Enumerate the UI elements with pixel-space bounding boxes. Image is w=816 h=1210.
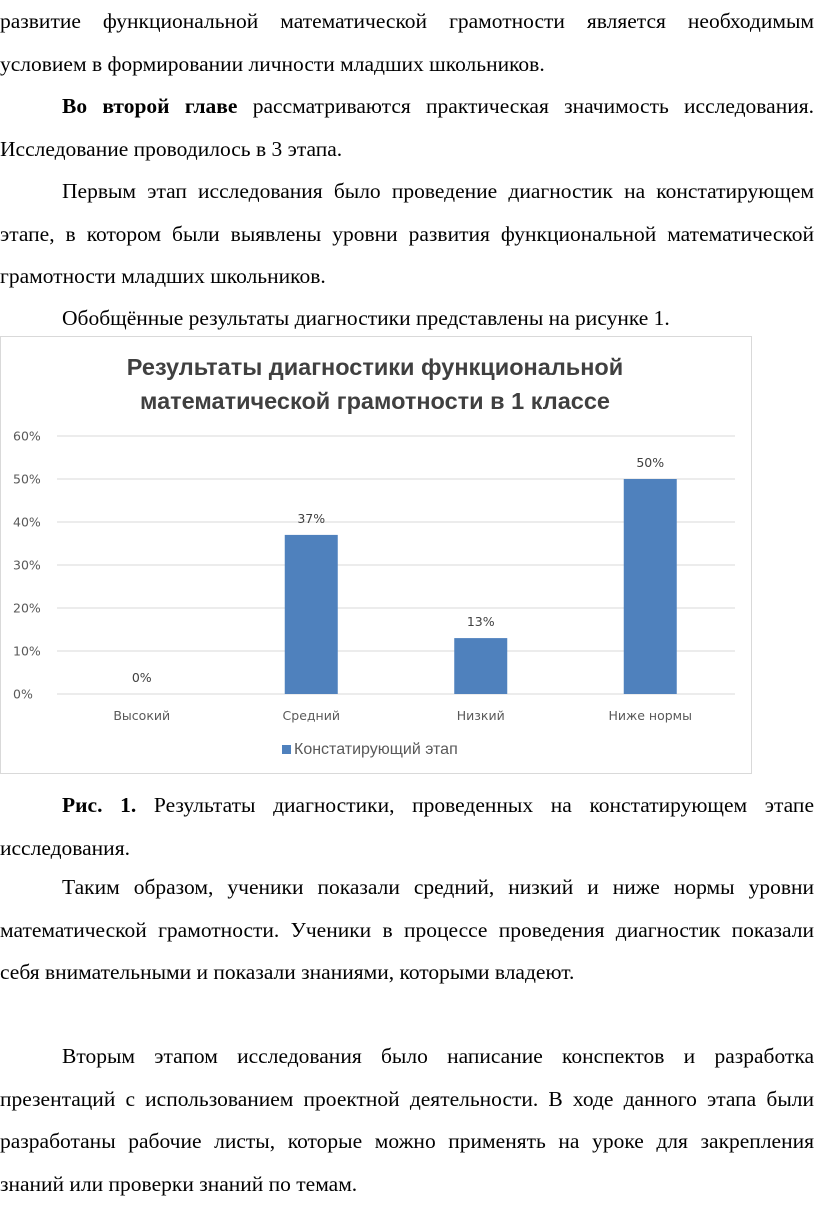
x-tick-label: Низкий: [457, 708, 505, 723]
paragraph-chapter-two: Во второй главе рассматриваются практиче…: [0, 85, 814, 170]
chart-title-line2: математической грамотности в 1 классе: [140, 388, 610, 414]
y-axis-ticks: 0% 10% 20% 30% 40% 50% 60%: [13, 429, 41, 702]
paragraph-first-stage: Первым этап исследования было проведение…: [0, 170, 814, 298]
paragraph-intro-text: развитие функциональной математической г…: [0, 9, 814, 76]
legend-swatch: [282, 745, 291, 754]
y-tick-label: 0%: [13, 687, 33, 702]
y-tick-label: 30%: [13, 558, 41, 573]
figure-chart: Результаты диагностики функциональной ма…: [0, 336, 752, 774]
chapter-reference: Во второй главе: [62, 94, 238, 118]
data-label: 13%: [467, 614, 495, 629]
paragraph-conclusion: Таким образом, ученики показали средний,…: [0, 866, 814, 994]
data-label: 50%: [636, 455, 664, 470]
chart-data-labels: 0% 37% 13% 50%: [132, 455, 664, 685]
paragraph-intro: развитие функциональной математической г…: [0, 0, 814, 85]
paragraph-second-stage-text: Вторым этапом исследования было написани…: [0, 1044, 814, 1196]
paragraph-figure-reference: Обобщённые результаты диагностики предст…: [0, 297, 814, 340]
x-axis-ticks: Высокий Средний Низкий Ниже нормы: [113, 708, 692, 723]
paragraph-conclusion-text: Таким образом, ученики показали средний,…: [0, 875, 814, 984]
bar: [623, 479, 677, 694]
chart-legend: Констатирующий этап: [282, 741, 458, 758]
chart-bars: [284, 479, 677, 694]
x-tick-label: Высокий: [113, 708, 170, 723]
y-tick-label: 50%: [13, 472, 41, 487]
x-tick-label: Средний: [283, 708, 340, 723]
y-tick-label: 40%: [13, 515, 41, 530]
x-tick-label: Ниже нормы: [608, 708, 692, 723]
data-label: 37%: [297, 511, 325, 526]
chart-gridlines: [57, 435, 735, 695]
bar: [454, 638, 508, 694]
y-tick-label: 10%: [13, 644, 41, 659]
bar: [284, 534, 338, 694]
chart-title-line1: Результаты диагностики функциональной: [127, 354, 623, 380]
figure-caption-text: Результаты диагностики, проведенных на к…: [0, 793, 814, 860]
figure-number: Рис. 1.: [62, 793, 137, 817]
data-label: 0%: [132, 670, 152, 685]
paragraph-first-stage-text: Первым этап исследования было проведение…: [0, 179, 814, 288]
paragraph-figure-reference-text: Обобщённые результаты диагностики предст…: [62, 306, 670, 330]
figure-caption: Рис. 1. Результаты диагностики, проведен…: [0, 784, 814, 869]
y-tick-label: 20%: [13, 601, 41, 616]
paragraph-second-stage: Вторым этапом исследования было написани…: [0, 1035, 814, 1205]
y-tick-label: 60%: [13, 429, 41, 444]
legend-label: Констатирующий этап: [294, 741, 458, 758]
paragraph-chapter-two-text: рассматриваются практическая значимость …: [0, 94, 814, 161]
bar-chart: Результаты диагностики функциональной ма…: [13, 354, 735, 758]
